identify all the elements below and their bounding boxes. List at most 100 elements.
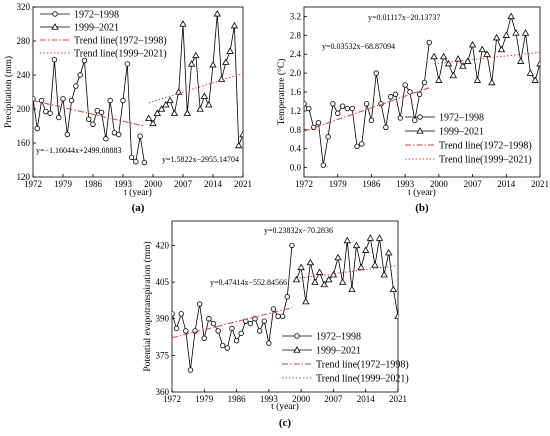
data-point-triangle	[512, 29, 520, 36]
data-point-circle	[416, 91, 423, 98]
chart-panel-b: 1972 1979 1986 1993 2000 2007 2014 2021 0.0 0.4 0.…	[276, 6, 549, 214]
x-tick-label: 1986	[84, 179, 103, 189]
legend-marker-circle	[294, 333, 300, 339]
data-point-circle	[339, 103, 346, 109]
legend: 1972–1998 1999–2021 Trend line(1972–1998) T…	[282, 332, 409, 385]
x-tick-label: 2014	[204, 179, 223, 189]
x-tick-label: 1972	[163, 394, 181, 404]
legend-marker-circle	[52, 11, 58, 17]
trend-line-1999-2021	[433, 51, 540, 65]
data-point-circle	[349, 105, 355, 112]
plot-area	[304, 12, 540, 168]
data-point-circle	[215, 328, 221, 334]
data-point-circle	[86, 116, 92, 122]
data-point-circle	[81, 57, 88, 64]
data-point-triangle	[439, 52, 448, 60]
x-tick-label: 1993	[396, 179, 415, 189]
y-tick-label: 1.6	[290, 87, 302, 97]
data-point-circle	[412, 117, 418, 124]
y-tick-label: 280	[17, 36, 31, 46]
data-point-triangle	[226, 47, 234, 54]
legend-label: Trend line(1999–2021)	[74, 49, 167, 60]
data-point-circle	[107, 97, 113, 104]
data-point-triangle	[213, 9, 221, 17]
chart-panel-a: 1972 1979 1986 1993 2000 2007 2014 2021 120 160 20…	[3, 2, 252, 214]
data-point-circle	[196, 301, 203, 307]
data-point-triangle	[464, 57, 472, 64]
x-tick-label: 2014	[357, 394, 376, 404]
data-point-circle	[284, 294, 291, 300]
data-point-circle	[229, 325, 235, 332]
data-point-triangle	[521, 29, 530, 36]
legend-label: 1972–1998	[439, 113, 484, 124]
data-point-triangle	[157, 105, 166, 112]
data-point-triangle	[507, 12, 515, 20]
data-point-circle	[270, 306, 277, 312]
x-tick-label: 1972	[24, 179, 42, 189]
legend-label: Trend line(1999–2021)	[316, 374, 409, 385]
x-tick-label: 1993	[114, 179, 133, 189]
legend-label: 1999–2021	[316, 346, 361, 357]
chart-panel-c: 1972 1979 1986 1993 2000 2007 2014 2021 360 375 39…	[142, 220, 409, 429]
data-point-triangle	[302, 297, 310, 305]
trend-equation: y=0.01117x−20.13737	[368, 13, 440, 22]
plot-frame	[303, 6, 541, 178]
x-tick-label: 2021	[234, 179, 252, 189]
legend-label: 1972–1998	[316, 332, 361, 343]
data-point-triangle	[230, 21, 239, 29]
data-point-circle	[359, 141, 365, 147]
data-point-circle	[220, 342, 226, 349]
data-point-circle	[279, 313, 286, 319]
data-point-circle	[261, 318, 267, 324]
legend: 1972–1998 1999–2021 Trend line(1972–1998) T…	[40, 10, 167, 60]
data-point-circle	[133, 158, 139, 165]
data-point-circle	[363, 101, 370, 107]
data-point-circle	[56, 114, 62, 121]
legend-label: Trend line(1972–1998)	[74, 36, 167, 47]
panel-label: (b)	[415, 202, 429, 214]
data-point-circle	[103, 136, 109, 142]
data-point-circle	[192, 328, 198, 334]
data-point-circle	[325, 134, 331, 140]
x-tick-label: 2007	[174, 179, 193, 189]
x-tick-label: 1993	[260, 394, 279, 404]
legend-marker-triangle	[51, 23, 59, 30]
data-point-triangle	[371, 261, 379, 268]
data-point-triangle	[492, 33, 501, 41]
data-point-circle	[201, 335, 207, 341]
data-point-circle	[256, 328, 263, 334]
data-point-triangle	[362, 246, 370, 253]
data-point-circle	[426, 39, 432, 46]
data-point-triangle	[352, 241, 361, 249]
y-tick-label: 0.4	[290, 144, 302, 154]
y-tick-label: 1.2	[290, 106, 301, 116]
y-tick-label: 160	[17, 138, 31, 148]
data-point-circle	[320, 162, 326, 168]
data-point-circle	[128, 154, 135, 161]
data-point-triangle	[292, 275, 301, 283]
y-tick-label: 2.0	[290, 68, 302, 78]
data-point-circle	[206, 316, 212, 322]
data-point-triangle	[306, 258, 315, 266]
data-point-triangle	[497, 45, 506, 53]
data-point-circle	[68, 97, 75, 104]
data-point-circle	[210, 320, 217, 327]
data-point-triangle	[183, 109, 191, 116]
trend-equation: y=0.03532x−68.87094	[322, 42, 395, 51]
panel-label: (c)	[279, 417, 292, 429]
data-point-circle	[77, 72, 83, 78]
data-point-circle	[183, 328, 189, 334]
data-point-circle	[306, 105, 312, 112]
x-tick-label: 2000	[292, 394, 311, 404]
y-axis-title: Potential evapotranspiration (mm)	[142, 241, 153, 371]
trend-line-1999-2021	[296, 264, 398, 279]
data-point-triangle	[209, 60, 217, 68]
y-tick-label: 360	[156, 387, 170, 397]
data-point-triangle	[222, 58, 230, 65]
trend-equation: y=−1.16044x+2499.08883	[36, 146, 122, 155]
plot-frame	[32, 6, 244, 178]
y-tick-label: 405	[156, 277, 170, 287]
panel-label: (a)	[132, 202, 145, 214]
x-tick-label: 1979	[54, 179, 73, 189]
